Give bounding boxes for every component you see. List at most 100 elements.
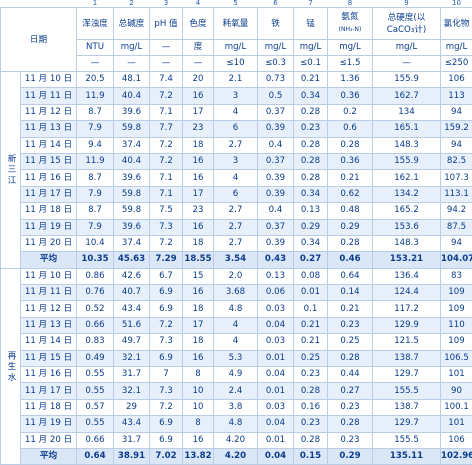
value-cell: 82.5 [441, 153, 472, 169]
date-cell: 11 月 15 日 [21, 350, 77, 366]
column-header: 锰 [294, 8, 328, 40]
average-value: 4.20 [214, 448, 258, 464]
value-cell: 15 [183, 268, 214, 284]
value-cell: 16 [183, 432, 214, 448]
value-cell: 129.7 [373, 367, 441, 383]
average-label: 平均 [21, 448, 77, 464]
value-cell: 7 [150, 367, 183, 383]
value-cell: 6.9 [150, 285, 183, 301]
average-value: 38.91 [114, 448, 150, 464]
value-cell: 0.23 [328, 432, 373, 448]
value-cell: 0.29 [294, 219, 328, 235]
standard-cell: ≤1.5 [328, 56, 373, 72]
value-cell: 0.28 [328, 235, 373, 251]
column-number: 4 [183, 0, 214, 8]
value-cell: 0.66 [77, 432, 114, 448]
average-value: 18.55 [183, 252, 214, 268]
value-cell: 0.04 [258, 317, 294, 333]
value-cell: 7.4 [150, 72, 183, 88]
value-cell: 4 [214, 317, 258, 333]
value-cell: 23 [183, 203, 214, 219]
value-cell: 3.68 [214, 285, 258, 301]
value-cell: 0.01 [258, 432, 294, 448]
column-header: 色度 [183, 8, 214, 40]
unit-cell: mg/L [294, 40, 328, 56]
average-value: 0.46 [328, 252, 373, 268]
value-cell: 0.01 [294, 285, 328, 301]
value-cell: 0.66 [77, 317, 114, 333]
value-cell: 16 [183, 350, 214, 366]
column-number: 2 [114, 0, 150, 8]
value-cell: 0.83 [77, 334, 114, 350]
value-cell: 7.3 [150, 383, 183, 399]
unit-cell: mg/L [258, 40, 294, 56]
value-cell: 6 [214, 121, 258, 137]
value-cell: 113 [441, 88, 472, 104]
value-cell: 31.7 [114, 367, 150, 383]
value-cell: 6.9 [150, 350, 183, 366]
value-cell: 11.9 [77, 88, 114, 104]
date-cell: 11 月 15 日 [21, 153, 77, 169]
value-cell: 0.21 [328, 301, 373, 317]
value-cell: 6.7 [150, 268, 183, 284]
value-cell: 2.0 [214, 268, 258, 284]
value-cell: 10.4 [77, 235, 114, 251]
value-cell: 17 [183, 317, 214, 333]
standard-cell: ≤0.1 [294, 56, 328, 72]
value-cell: 106 [441, 72, 472, 88]
value-cell: 0.28 [294, 170, 328, 186]
column-header-main: 总硬度(以 [388, 13, 426, 23]
value-cell: 4 [214, 334, 258, 350]
date-cell: 11 月 12 日 [21, 301, 77, 317]
value-cell: 0.03 [258, 334, 294, 350]
value-cell: 2.1 [214, 72, 258, 88]
value-cell: 129.9 [373, 317, 441, 333]
average-value: 0.15 [294, 448, 328, 464]
date-cell: 11 月 16 日 [21, 170, 77, 186]
value-cell: 117.2 [373, 301, 441, 317]
date-cell: 11 月 13 日 [21, 317, 77, 333]
standard-cell: — [183, 56, 214, 72]
value-cell: 0.23 [328, 317, 373, 333]
value-cell: 59.8 [114, 186, 150, 202]
value-cell: 0.5 [258, 88, 294, 104]
value-cell: 134.2 [373, 186, 441, 202]
average-value: 45.63 [114, 252, 150, 268]
value-cell: 0.36 [328, 153, 373, 169]
value-cell: 121.5 [373, 334, 441, 350]
value-cell: 11.9 [77, 153, 114, 169]
column-number: 7 [294, 0, 328, 8]
average-value: 104.07 [441, 252, 472, 268]
column-number: 1 [77, 0, 114, 8]
value-cell: 0.28 [294, 432, 328, 448]
value-cell: 0.55 [77, 383, 114, 399]
value-cell: 0.28 [328, 416, 373, 432]
value-cell: 7.3 [150, 334, 183, 350]
value-cell: 0.62 [328, 186, 373, 202]
value-cell: 113.1 [441, 186, 472, 202]
average-value: 0.64 [77, 448, 114, 464]
value-cell: 4.9 [214, 367, 258, 383]
value-cell: 155.9 [373, 72, 441, 88]
value-cell: 0.34 [294, 235, 328, 251]
value-cell: 0.37 [258, 153, 294, 169]
value-cell: 138.7 [373, 350, 441, 366]
standard-cell: — [114, 56, 150, 72]
value-cell: 40.4 [114, 153, 150, 169]
value-cell: 0.76 [77, 285, 114, 301]
column-header: 耗氧量 [214, 8, 258, 40]
value-cell: 109 [441, 285, 472, 301]
value-cell: 101 [441, 367, 472, 383]
value-cell: 20 [183, 72, 214, 88]
standard-cell: — [150, 56, 183, 72]
value-cell: 0.34 [294, 186, 328, 202]
value-cell: 0.01 [258, 350, 294, 366]
